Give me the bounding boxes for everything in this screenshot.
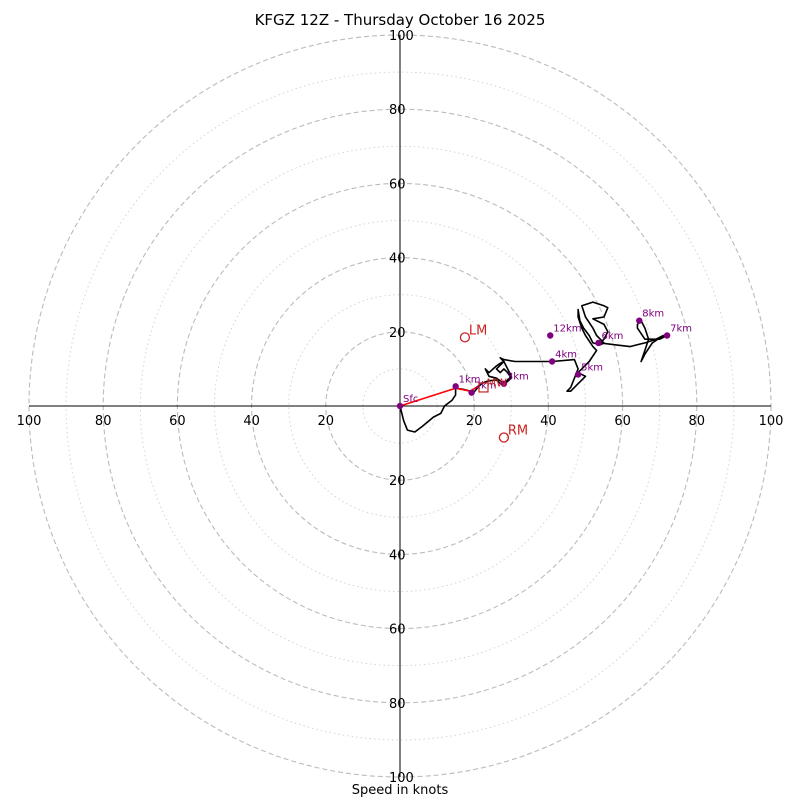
y-tick-label-bottom: 80: [389, 697, 406, 712]
x-tick-label: 40: [243, 414, 260, 429]
mean-wind-marker: [478, 382, 489, 393]
height-label-3km: 3km: [507, 372, 529, 383]
height-marker-8km: [636, 317, 643, 324]
height-marker-5km: [574, 371, 582, 378]
height-marker-4km: [548, 358, 556, 365]
tick-labels: 100 80 60 40 20 20 40 60 80 100 20 20 40 40 60 60 80 80 10…: [17, 29, 784, 786]
x-tick-label: 20: [318, 414, 335, 429]
y-tick-label-bottom: 100: [389, 771, 414, 786]
y-tick-label-bottom: 60: [389, 623, 406, 638]
height-label-2km: 2km: [475, 381, 497, 392]
y-tick-label-bottom: 20: [389, 474, 406, 489]
x-tick-label: 100: [17, 414, 42, 429]
height-marker-Sfc: [396, 402, 404, 410]
mean-wind-label: MW: [486, 376, 506, 389]
storm-motion-LM: [459, 332, 471, 343]
x-tick-label: 20: [466, 414, 483, 429]
height-marker-1km: [452, 383, 459, 390]
height-label-1km: 1km: [459, 374, 481, 385]
height-label-12km: 12km: [553, 324, 581, 335]
height-label-4km: 4km: [555, 349, 577, 360]
y-tick-label-top: 20: [389, 326, 406, 341]
x-tick-label: 40: [540, 414, 557, 429]
x-tick-label: 80: [689, 414, 706, 429]
height-marker-7km: [663, 332, 671, 339]
y-tick-label-top: 60: [389, 177, 406, 192]
height-marker-12km: [547, 332, 554, 339]
y-tick-label-bottom: 40: [389, 548, 406, 563]
height-label-6km: 6km: [601, 331, 623, 342]
x-tick-label: 60: [169, 414, 186, 429]
storm-motion-label-LM: LM: [469, 323, 487, 338]
x-tick-label: 80: [95, 414, 112, 429]
wind-profile-series: [399, 301, 668, 433]
height-label-5km: 5km: [581, 362, 603, 373]
y-tick-label-top: 100: [389, 29, 414, 44]
storm-motion-RM: [498, 432, 510, 443]
low-level-wind-segment: [399, 385, 479, 407]
y-tick-label-top: 80: [389, 103, 406, 118]
height-marker-2km: [468, 389, 475, 396]
storm-motion-markers: LM RM MW: [459, 323, 528, 443]
height-label-8km: 8km: [642, 309, 664, 320]
height-label-Sfc: Sfc: [403, 394, 418, 405]
x-axis-label: Speed in knots: [351, 783, 449, 798]
storm-motion-label-RM: RM: [508, 424, 528, 439]
y-tick-label-top: 40: [389, 252, 406, 267]
height-marker-6km: [595, 339, 602, 347]
x-tick-label: 60: [614, 414, 631, 429]
height-label-7km: 7km: [670, 324, 692, 335]
wind-profile-trace: [399, 301, 668, 433]
x-tick-label: 100: [759, 414, 784, 429]
chart-title: KFGZ 12Z - Thursday October 16 2025: [254, 11, 546, 29]
height-marker-3km: [500, 380, 508, 387]
